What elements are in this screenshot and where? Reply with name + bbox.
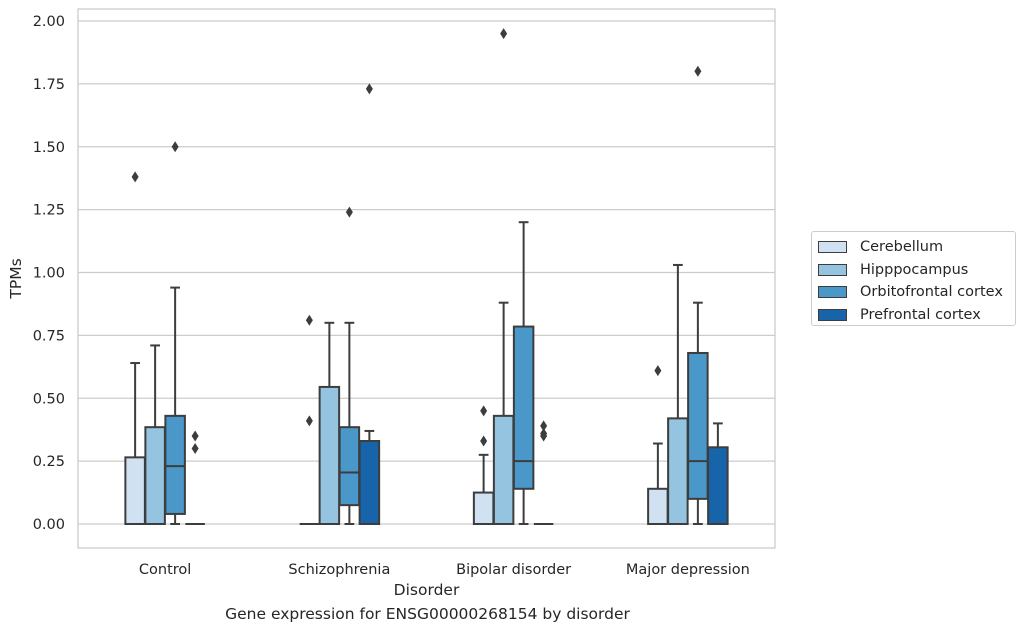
outlier-point bbox=[191, 443, 199, 455]
x-axis-title: Disorder bbox=[394, 581, 460, 599]
outlier-point bbox=[345, 206, 353, 218]
box-prefrontal-cortex bbox=[358, 83, 381, 526]
y-tick-label: 0.00 bbox=[33, 517, 65, 533]
x-tick-labels: Control Schizophrenia Bipolar disorder Majo… bbox=[139, 562, 750, 578]
box-iqr bbox=[338, 426, 361, 507]
x-tick-label: Major depression bbox=[626, 562, 750, 578]
legend-item: Hipppocampus bbox=[818, 259, 1015, 282]
box-orbitofrontal-cortex bbox=[512, 221, 535, 525]
outlier-point bbox=[480, 405, 488, 417]
box-prefrontal-cortex bbox=[533, 420, 554, 525]
box-cerebellum bbox=[647, 365, 669, 526]
y-axis-title: TPMs bbox=[7, 258, 25, 299]
outlier-point bbox=[500, 28, 508, 40]
y-tick-label: 1.75 bbox=[33, 77, 65, 93]
outlier-point bbox=[191, 430, 199, 442]
y-tick-label: 0.75 bbox=[33, 328, 65, 344]
outlier-point bbox=[305, 314, 313, 326]
y-tick-label: 0.50 bbox=[33, 391, 65, 407]
legend-label: Orbitofrontal cortex bbox=[860, 284, 1003, 301]
y-tick-label: 1.00 bbox=[33, 266, 65, 282]
legend-label: Hipppocampus bbox=[860, 261, 969, 278]
box-cerebellum bbox=[299, 314, 320, 525]
box-orbitofrontal-cortex bbox=[687, 65, 709, 525]
box-iqr bbox=[318, 385, 341, 525]
legend-swatch bbox=[818, 263, 847, 276]
box-iqr bbox=[667, 417, 689, 525]
x-tick-label: Schizophrenia bbox=[288, 562, 390, 578]
outlier-point bbox=[654, 365, 662, 377]
box-iqr bbox=[707, 446, 729, 526]
box-series bbox=[124, 28, 729, 526]
box-orbitofrontal-cortex bbox=[338, 206, 361, 525]
x-tick-label: Control bbox=[139, 562, 191, 578]
y-tick-label: 1.50 bbox=[33, 140, 65, 156]
legend-swatch bbox=[818, 308, 847, 321]
outlier-point bbox=[131, 171, 139, 183]
chart-caption: Gene expression for ENSG00000268154 by d… bbox=[225, 605, 630, 623]
legend: Cerebellum Hipppocampus Orbitofrontal co… bbox=[811, 231, 1016, 326]
box-iqr bbox=[124, 456, 146, 526]
box-hipppocampus bbox=[667, 263, 689, 525]
box-iqr bbox=[144, 426, 166, 525]
y-tick-label: 0.25 bbox=[33, 454, 65, 470]
outlier-point bbox=[540, 420, 548, 432]
legend-swatch bbox=[818, 241, 847, 254]
plot-frame bbox=[77, 8, 776, 549]
box-cerebellum bbox=[124, 171, 146, 526]
legend-item: Orbitofrontal cortex bbox=[818, 281, 1015, 304]
outlier-point bbox=[365, 83, 373, 95]
box-iqr bbox=[492, 414, 515, 526]
x-tick-label: Bipolar disorder bbox=[456, 562, 571, 578]
outlier-point bbox=[480, 435, 488, 447]
y-tick-label: 1.25 bbox=[33, 203, 65, 219]
box-hipppocampus bbox=[144, 344, 166, 525]
box-iqr bbox=[164, 414, 186, 515]
outlier-point bbox=[171, 141, 179, 153]
legend-item: Prefrontal cortex bbox=[818, 304, 1015, 327]
y-gridlines bbox=[78, 20, 775, 525]
outlier-point bbox=[305, 415, 313, 427]
box-prefrontal-cortex bbox=[707, 422, 729, 526]
legend-label: Prefrontal cortex bbox=[860, 306, 981, 323]
box-iqr bbox=[647, 487, 669, 526]
box-iqr bbox=[512, 325, 535, 490]
box-cerebellum bbox=[472, 405, 495, 525]
outlier-point bbox=[540, 427, 548, 439]
legend-swatch bbox=[818, 286, 847, 299]
y-tick-label: 2.00 bbox=[33, 14, 65, 30]
outlier-point bbox=[694, 65, 702, 77]
box-orbitofrontal-cortex bbox=[164, 141, 186, 525]
y-tick-labels: 0.00 0.25 0.50 0.75 1.00 1.25 1.50 1.75 2.00 bbox=[33, 14, 65, 533]
box-iqr bbox=[472, 491, 495, 525]
box-hipppocampus bbox=[492, 28, 515, 526]
box-prefrontal-cortex bbox=[185, 430, 205, 525]
box-hipppocampus bbox=[318, 321, 341, 525]
box-iqr bbox=[687, 351, 709, 500]
legend-item: Cerebellum bbox=[818, 236, 1015, 259]
legend-label: Cerebellum bbox=[860, 239, 944, 256]
box-iqr bbox=[358, 440, 381, 526]
